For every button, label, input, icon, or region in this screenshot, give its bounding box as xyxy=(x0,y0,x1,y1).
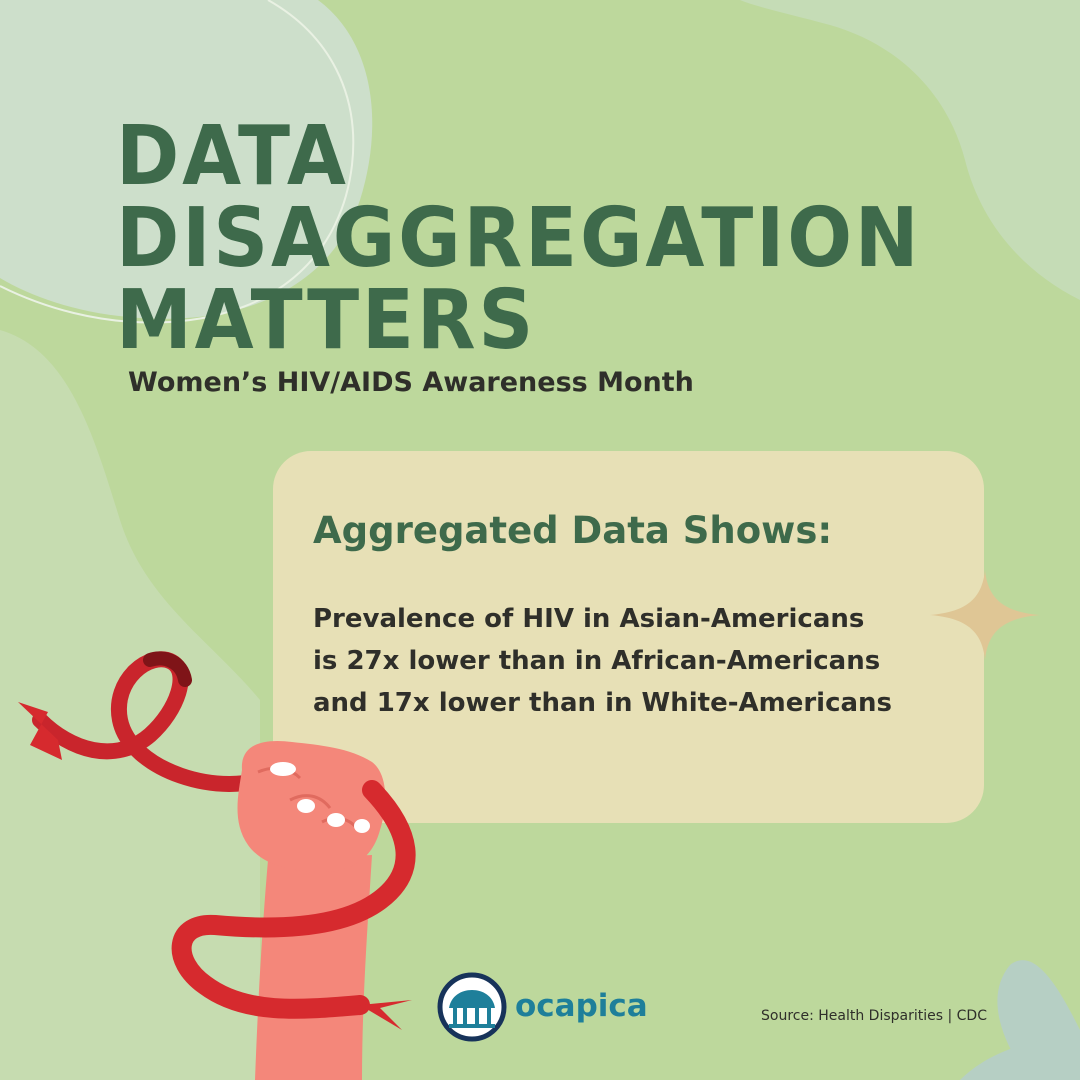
page-title: DATA DISAGGREGATION MATTERS xyxy=(116,116,921,362)
info-card: Aggregated Data Shows: Prevalence of HIV… xyxy=(273,451,984,823)
card-body: Prevalence of HIV in Asian-Americans is … xyxy=(313,598,892,724)
logo-text: ocapica xyxy=(515,988,648,1024)
card-line-3: and 17x lower than in White-Americans xyxy=(313,688,893,718)
subtitle: Women’s HIV/AIDS Awareness Month xyxy=(128,367,694,398)
card-line-2: is 27x lower than in African-Americans xyxy=(313,646,881,676)
tree-logo-icon xyxy=(437,972,507,1042)
sparkle-icon xyxy=(930,570,1040,660)
title-line-3: MATTERS xyxy=(116,273,537,368)
fist-ribbon-illustration xyxy=(18,651,416,1080)
source-citation: Source: Health Disparities | CDC xyxy=(761,1008,987,1024)
ocapica-logo: ocapica xyxy=(437,972,648,1042)
card-line-1: Prevalence of HIV in Asian-Americans xyxy=(313,604,865,634)
title-line-2: DISAGGREGATION xyxy=(116,191,922,286)
title-line-1: DATA xyxy=(116,109,349,204)
card-heading: Aggregated Data Shows: xyxy=(313,509,833,552)
